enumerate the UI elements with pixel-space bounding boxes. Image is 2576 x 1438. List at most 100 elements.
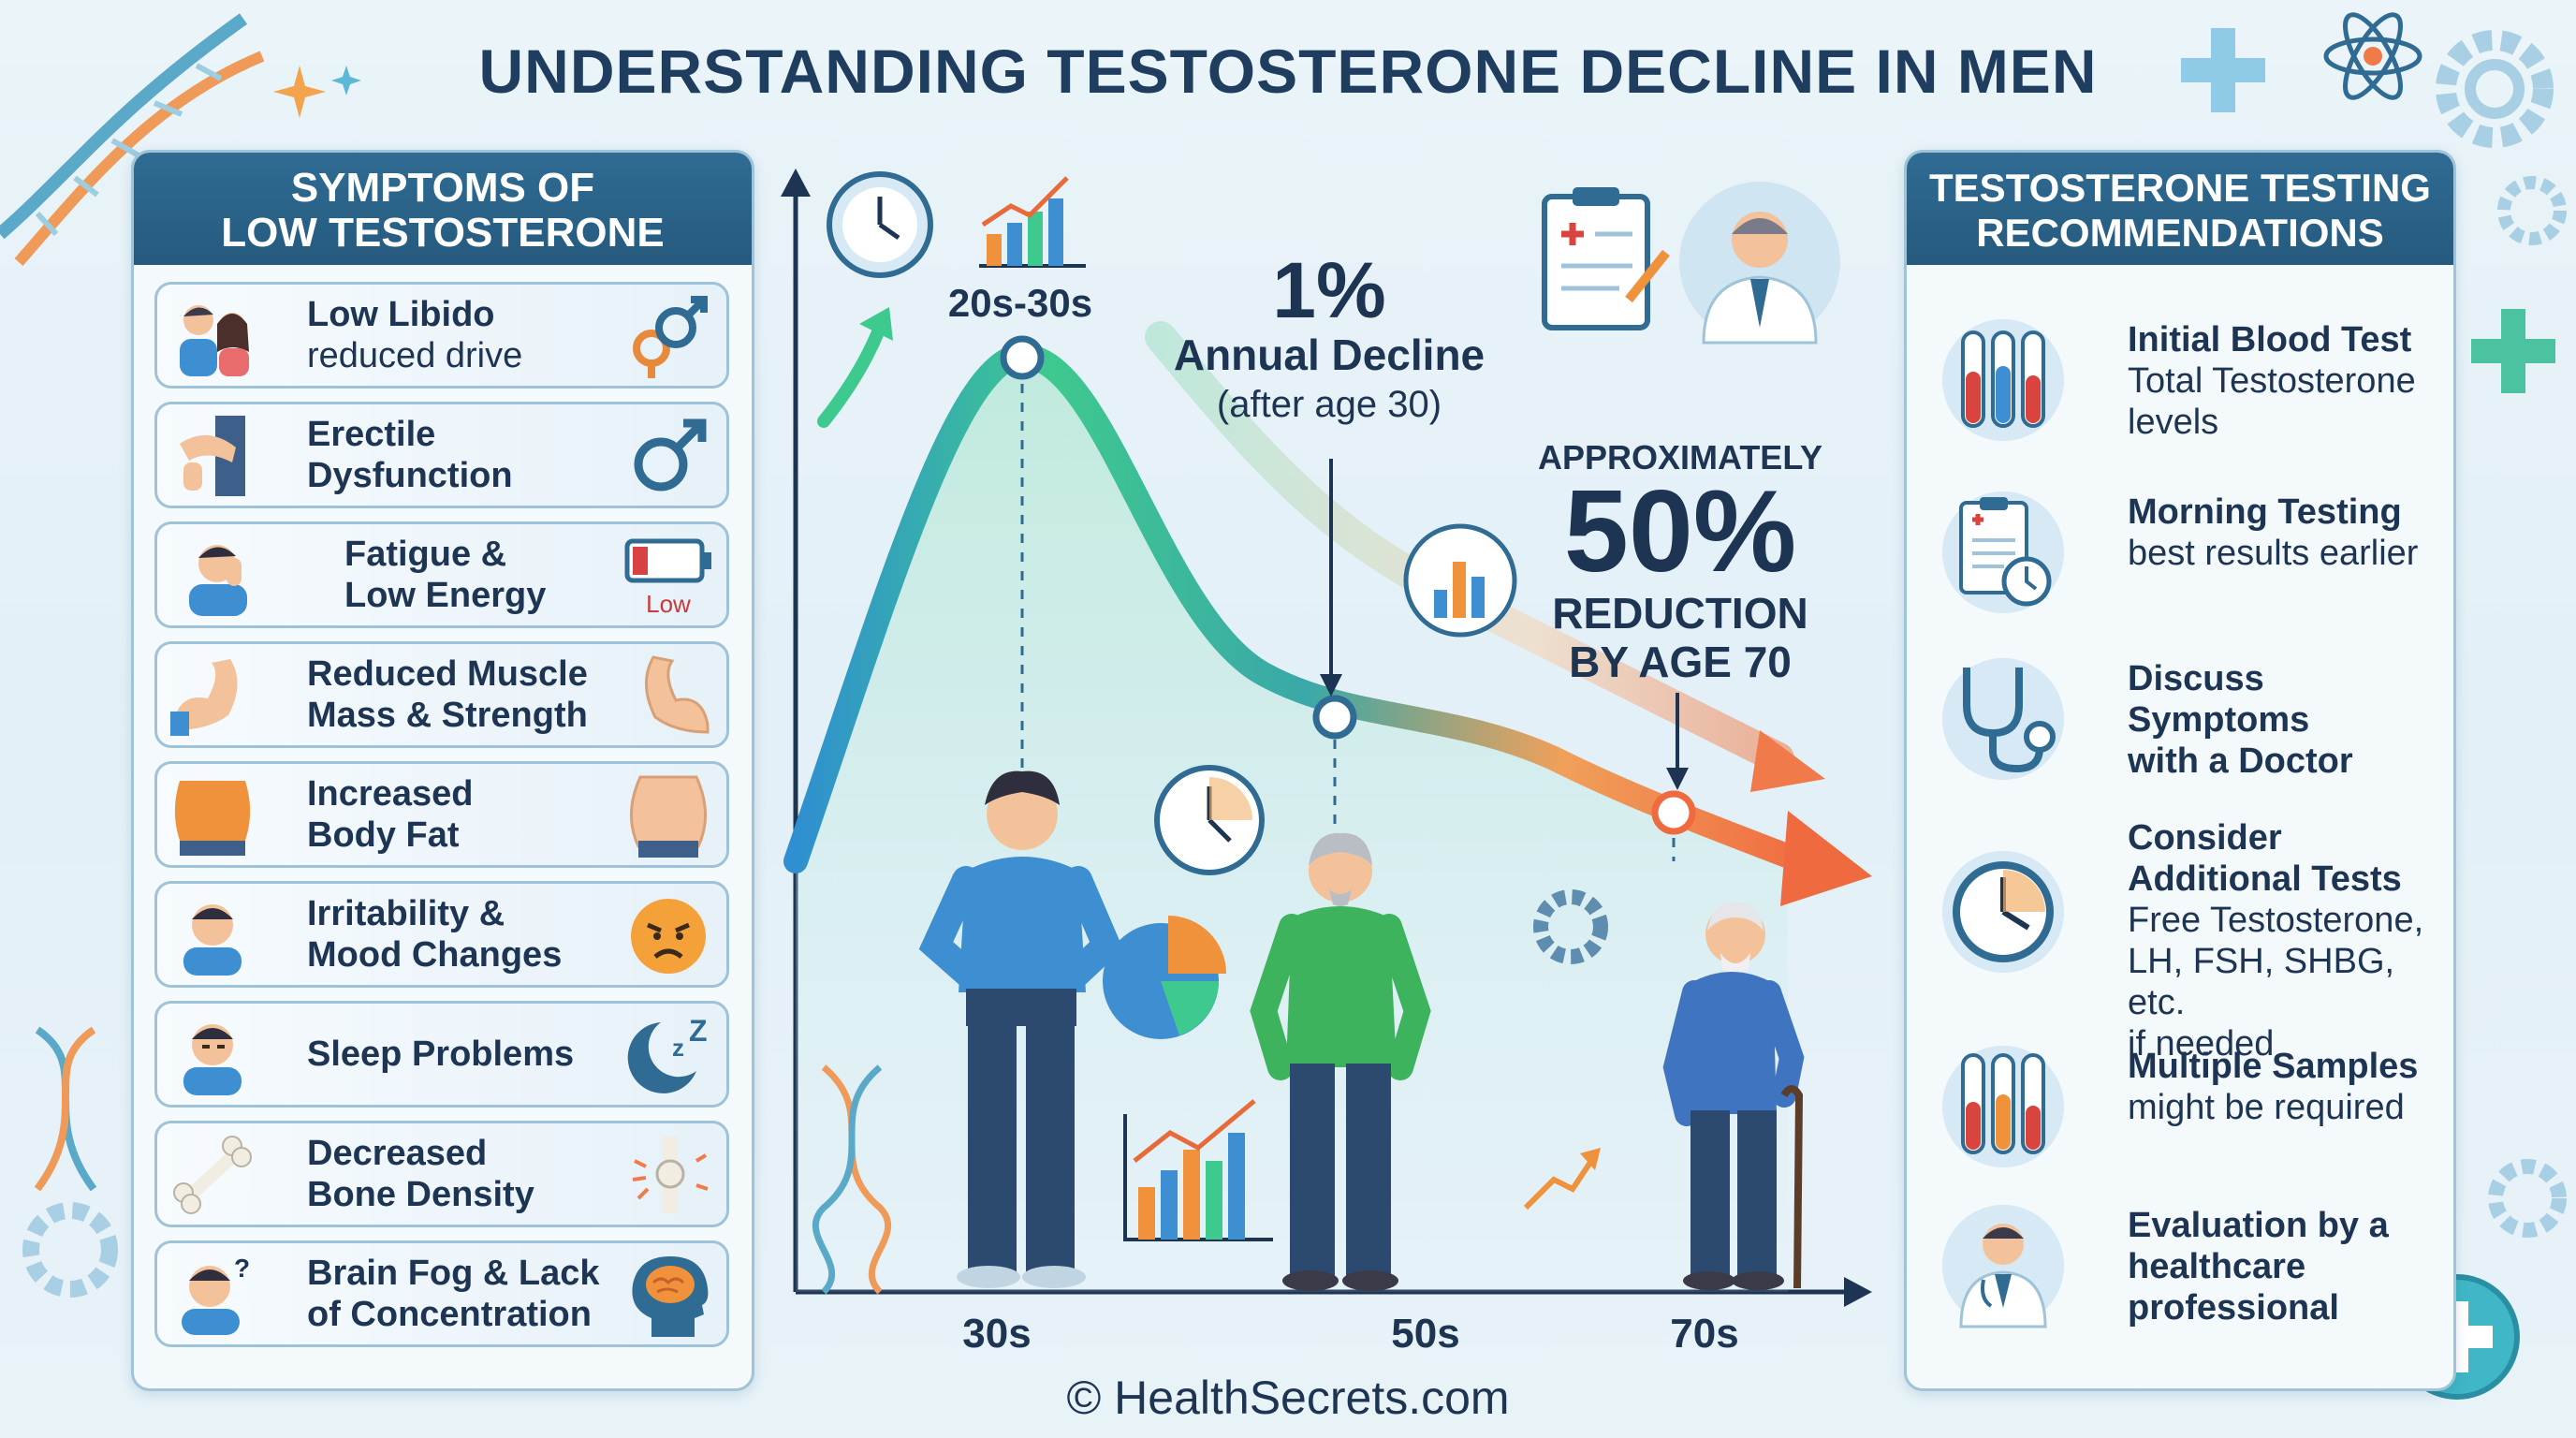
symptom-card-irritability: Irritability & Mood Changes bbox=[154, 881, 729, 988]
rec-title: Evaluation by a bbox=[2128, 1206, 2389, 1245]
clock-icon bbox=[1154, 765, 1265, 875]
upper-trend-arrowhead bbox=[1750, 730, 1825, 792]
rec-detail: if needed bbox=[2128, 1024, 2275, 1064]
rec-title: healthcare bbox=[2128, 1247, 2306, 1286]
symptoms-panel: SYMPTOMS OF LOW TESTOSTERONE Low Libido … bbox=[131, 150, 754, 1391]
bar-chart-icon bbox=[1123, 1099, 1273, 1241]
rec-title: Discuss Symptoms bbox=[2128, 659, 2310, 740]
symptom-label: Sleep Problems bbox=[307, 1034, 575, 1074]
gear-icon bbox=[1533, 889, 1608, 964]
confused-man-icon: ? bbox=[182, 1254, 250, 1335]
rec-detail: Free Testosterone, bbox=[2128, 901, 2424, 940]
rec-title: Multiple Samples bbox=[2128, 1047, 2419, 1086]
rec-title: Consider bbox=[2128, 818, 2282, 858]
male-symbol-icon bbox=[634, 418, 707, 492]
plus-icon bbox=[2471, 309, 2555, 393]
bone-icon bbox=[173, 1136, 252, 1214]
frustrated-man-icon bbox=[183, 904, 242, 976]
tired-man-icon bbox=[189, 545, 247, 616]
symptom-label: Fatigue & Low Energy bbox=[344, 535, 547, 615]
test-tubes-icon bbox=[1942, 1046, 2064, 1167]
clock-icon bbox=[827, 171, 933, 278]
dna-helix-icon bbox=[0, 13, 265, 266]
rec-detail: might be required bbox=[2128, 1088, 2405, 1127]
flexed-arm-icon bbox=[644, 655, 710, 734]
flexed-arm-icon bbox=[170, 659, 238, 736]
approximately-label: APPROXIMATELY bbox=[1537, 438, 1823, 477]
hand-on-hip-icon bbox=[180, 416, 245, 496]
symptom-card-low-libido: Low Libido reduced drive bbox=[154, 282, 729, 389]
rec-detail: LH, FSH, SHBG, etc. bbox=[2128, 942, 2395, 1022]
peak-label: 20s-30s bbox=[947, 281, 1093, 325]
reduction-line1: REDUCTION bbox=[1552, 589, 1808, 638]
low-badge: Low bbox=[646, 590, 691, 618]
brain-head-icon bbox=[632, 1256, 709, 1337]
rec-title: Morning Testing bbox=[2128, 492, 2402, 532]
symptom-card-brain-fog: ? Brain Fog & Lack of Concentration bbox=[154, 1240, 729, 1347]
symptom-label: Low Libido reduced drive bbox=[307, 295, 523, 375]
plus-icon bbox=[2181, 28, 2265, 112]
dna-helix-icon bbox=[34, 1026, 97, 1192]
rec-detail: Total Testosterone bbox=[2128, 361, 2416, 401]
male-female-symbol-icon bbox=[633, 296, 708, 378]
symptom-card-body-fat: Increased Body Fat bbox=[154, 761, 729, 868]
footer-credit: © HealthSecrets.com bbox=[1066, 1372, 1510, 1424]
symptom-label: Erectile Dysfunction bbox=[307, 415, 513, 495]
gear-icon bbox=[2436, 30, 2554, 148]
gear-icon bbox=[2488, 1159, 2567, 1238]
rec-detail: levels bbox=[2128, 403, 2219, 442]
clipboard-clock-icon bbox=[1942, 492, 2064, 613]
symptom-label: Irritability & Mood Changes bbox=[307, 894, 563, 975]
recommendations-panel-header: TESTOSTERONE TESTING RECOMMENDATIONS bbox=[1907, 153, 2453, 265]
gear-icon bbox=[22, 1202, 118, 1298]
couple-icon bbox=[180, 305, 249, 376]
pie-chart-icon bbox=[1103, 916, 1226, 1039]
symptom-card-sleep: Sleep Problems z Z bbox=[154, 1001, 729, 1108]
testosterone-curve bbox=[783, 343, 1828, 879]
symptom-card-reduced-muscle: Reduced Muscle Mass & Strength bbox=[154, 641, 729, 748]
symptom-card-bone-density: Decreased Bone Density bbox=[154, 1121, 729, 1227]
decline-graph bbox=[781, 169, 1872, 1307]
page-title: UNDERSTANDING TESTOSTERONE DECLINE IN ME… bbox=[478, 37, 2098, 106]
symptom-card-erectile-dysfunction: Erectile Dysfunction bbox=[154, 402, 729, 508]
rec-title: professional bbox=[2128, 1288, 2339, 1328]
stethoscope-icon bbox=[1942, 658, 2064, 780]
moon-zz-icon: z Z bbox=[627, 1014, 708, 1093]
symptoms-panel-header: SYMPTOMS OF LOW TESTOSTERONE bbox=[134, 153, 752, 265]
young-man-figure bbox=[918, 770, 1123, 1288]
reduction-pct: 50% bbox=[1563, 467, 1797, 596]
svg-text:z: z bbox=[672, 1034, 684, 1062]
annual-decline-pct: 1% bbox=[1272, 246, 1386, 334]
middle-aged-man-figure bbox=[1250, 832, 1431, 1291]
symptom-label: Reduced Muscle Mass & Strength bbox=[307, 654, 588, 735]
belly-icon bbox=[174, 781, 251, 856]
angry-face-icon bbox=[631, 899, 706, 974]
x-label-50s: 50s bbox=[1391, 1311, 1460, 1357]
bar-chart-icon bbox=[979, 176, 1086, 268]
peak-point bbox=[1000, 335, 1045, 380]
doctor-icon bbox=[1679, 182, 1840, 345]
age-70-point bbox=[1651, 790, 1696, 835]
dna-helix-icon bbox=[812, 1064, 892, 1295]
age-50-point bbox=[1312, 695, 1357, 740]
rec-title: with a Doctor bbox=[2128, 741, 2353, 781]
symptom-label: Increased Body Fat bbox=[307, 774, 474, 855]
svg-text:?: ? bbox=[234, 1254, 250, 1283]
annual-decline-label: Annual Decline bbox=[1173, 330, 1486, 379]
x-label-70s: 70s bbox=[1670, 1311, 1739, 1357]
symptom-label: Decreased Bone Density bbox=[307, 1134, 534, 1214]
rec-detail: best results earlier bbox=[2128, 534, 2419, 573]
atom-icon bbox=[2323, 12, 2422, 100]
gear-icon bbox=[2497, 176, 2567, 245]
older-man-figure bbox=[1662, 902, 1805, 1290]
symptom-card-fatigue: Fatigue & Low Energy Low bbox=[154, 521, 729, 628]
test-tubes-icon bbox=[1942, 319, 2064, 441]
curve-arrowhead bbox=[1780, 811, 1872, 906]
bar-chart-circle-icon bbox=[1403, 523, 1517, 638]
rec-title: Initial Blood Test bbox=[2128, 320, 2412, 360]
svg-text:Z: Z bbox=[689, 1014, 708, 1048]
clock-icon bbox=[1942, 851, 2064, 973]
annual-decline-note: (after age 30) bbox=[1216, 384, 1442, 425]
rec-title: Additional Tests bbox=[2128, 859, 2402, 899]
recommendations-panel: TESTOSTERONE TESTING RECOMMENDATIONS Ini… bbox=[1904, 150, 2456, 1391]
